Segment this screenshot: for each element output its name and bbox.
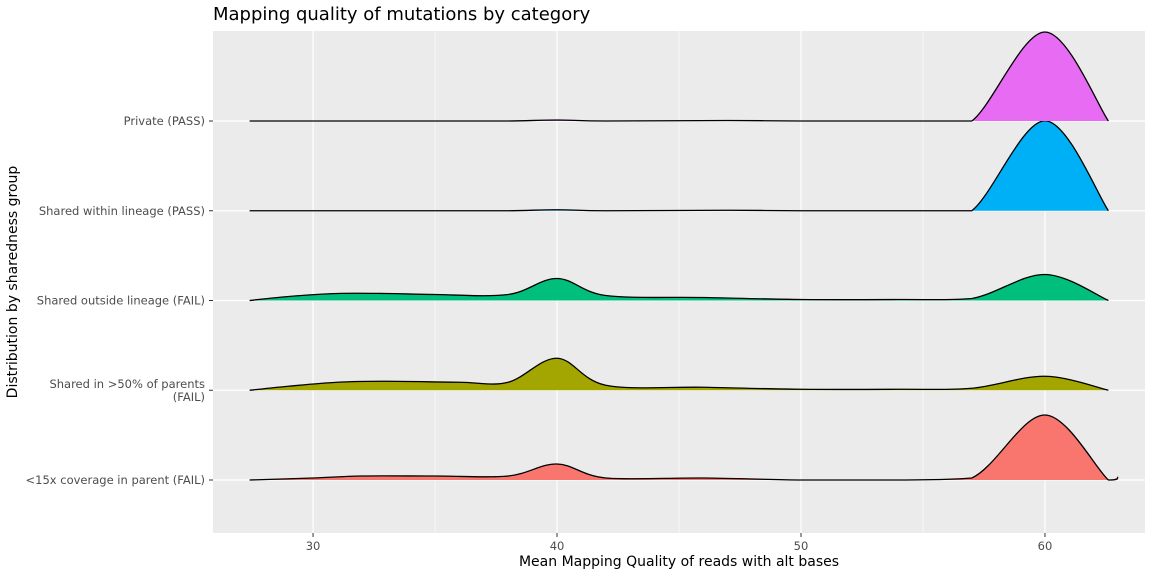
ridge-fill-shared-within-lineage-pass <box>249 120 1109 211</box>
ridge-fill-private-pass <box>249 32 1109 121</box>
y-axis: <15x coverage in parent (FAIL) Shared in … <box>26 114 213 487</box>
ridge-outline-shared-within-lineage-pass <box>249 120 1109 212</box>
ridge-fill-shared-in-50-of-parents-fail <box>249 358 1109 391</box>
y-axis-title: Distribution by sharedness group <box>5 166 21 399</box>
x-tick-label: 50 <box>794 539 809 553</box>
x-tick-label: 30 <box>306 539 321 553</box>
ridge-outline-private-pass <box>249 31 1109 122</box>
ridge-fill-15x-coverage-in-parent-fail <box>249 414 1119 480</box>
y-tick-label: Private (PASS) <box>124 114 205 128</box>
y-tick-label: <15x coverage in parent (FAIL) <box>26 473 205 487</box>
x-tick-label: 40 <box>550 539 565 553</box>
ridge-outline-shared-in-50-of-parents-fail <box>249 357 1109 391</box>
density-ridges <box>249 31 1119 481</box>
minor-gridlines <box>434 31 924 533</box>
ridge-fill-shared-outside-lineage-fail <box>249 274 1109 301</box>
ridge-outline-shared-outside-lineage-fail <box>249 273 1109 302</box>
y-tick-label: Shared within lineage (PASS) <box>39 204 205 218</box>
y-tick-label: Shared in >50% of parents (FAIL) <box>49 377 205 404</box>
x-axis: 30 40 50 60 <box>306 533 1053 553</box>
x-tick-label: 60 <box>1038 539 1053 553</box>
y-tick-label: Shared outside lineage (FAIL) <box>37 294 205 308</box>
chart-title: Mapping quality of mutations by category <box>213 4 591 25</box>
ridge-outline-15x-coverage-in-parent-fail <box>249 414 1119 481</box>
x-axis-title: Mean Mapping Quality of reads with alt b… <box>519 554 839 570</box>
